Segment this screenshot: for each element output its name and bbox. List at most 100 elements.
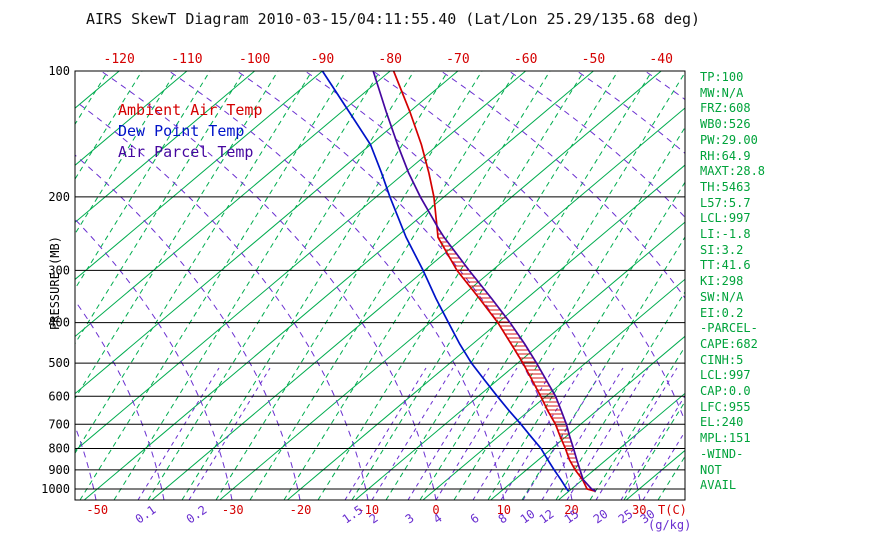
bottom-temp-tick-label: 10: [497, 503, 511, 517]
plot-border: [74, 70, 686, 501]
stat-line: TP:100: [700, 70, 744, 84]
stat-line: MAXT:28.8: [700, 164, 766, 179]
isotherm-line: [75, 71, 526, 452]
stat-line: FRZ:608: [700, 101, 751, 116]
stat-line: -WIND-: [700, 446, 744, 461]
mixing-ratio-unit-label: (g/kg): [648, 518, 691, 532]
mixing-ratio-line: [595, 367, 678, 500]
isotherm-line: [558, 392, 685, 500]
moist-adiabat-line: [555, 291, 685, 500]
pressure-tick-label: 300: [48, 263, 70, 277]
isotherm-line: [75, 71, 255, 224]
mixing-ratio-tick-label: 12: [537, 507, 557, 527]
mixing-ratio-line: [541, 367, 624, 500]
pressure-tick-label: 600: [48, 389, 70, 403]
stat-line: PW:29.00: [700, 132, 758, 147]
isotherm-line: [83, 71, 594, 500]
stat-line: TT:41.6: [700, 258, 751, 273]
bottom-temp-tick-label: -30: [222, 503, 244, 517]
mixing-ratio-line: [500, 367, 583, 500]
mixing-ratio-tick-label: 4: [431, 511, 445, 527]
stat-line: WB0:526: [700, 117, 751, 132]
stat-line: NOT: [700, 462, 722, 477]
stat-line: MW:N/A: [700, 85, 744, 100]
stat-line: SW:N/A: [700, 289, 744, 304]
stat-line: CAPE:682: [700, 336, 758, 351]
stat-line: TH:5463: [700, 179, 751, 194]
stat-line: EL:240: [700, 415, 744, 430]
dry-adiabat-line: [372, 71, 685, 423]
cape-hatch-area: [437, 229, 584, 480]
moist-adiabat-line: [623, 400, 685, 500]
mixing-ratio-line: [344, 367, 427, 500]
pressure-tick-label: 1000: [41, 482, 70, 496]
mixing-ratio-line: [407, 367, 490, 500]
isotherm-line: [422, 278, 685, 500]
moist-adiabat-line: [75, 71, 313, 455]
moist-adiabat-line: [0, 71, 74, 500]
top-temp-tick-label: -80: [378, 52, 401, 67]
moist-adiabat-line: [419, 71, 685, 500]
mixing-ratio-line: [522, 367, 605, 500]
top-temp-tick-label: -90: [311, 52, 334, 67]
dry-adiabat-line: [440, 71, 685, 299]
moist-adiabat-line: [215, 71, 483, 500]
mixing-ratio-tick-label: 0.2: [184, 503, 210, 527]
air-parcel-temp-curve: [372, 70, 597, 493]
top-temp-tick-label: -70: [446, 52, 469, 67]
isotherm-line: [75, 71, 188, 166]
stat-line: MPL:151: [700, 431, 751, 446]
isotherm-line: [0, 71, 51, 500]
mixing-ratio-line: [188, 367, 271, 500]
top-temp-tick-label: -120: [104, 52, 135, 67]
bottom-temp-tick-label: 30: [632, 503, 646, 517]
legend-dew-point-temp: Dew Point Temp: [118, 122, 245, 140]
isotherm-line: [490, 335, 685, 500]
legend-ambient-air-temp: Ambient Air Temp: [118, 101, 263, 119]
pressure-tick-label: 700: [48, 417, 70, 431]
isotherm-line: [354, 221, 685, 500]
stat-line: SI:3.2: [700, 242, 744, 257]
pressure-tick-label: 800: [48, 441, 70, 455]
moist-adiabat-line: [75, 71, 279, 400]
stat-line: LCL:997: [700, 211, 751, 226]
pressure-tick-label: 900: [48, 463, 70, 477]
moist-adiabat-line: [351, 71, 619, 500]
mixing-ratio-line: [435, 367, 518, 500]
moist-adiabat-line: [283, 71, 551, 500]
legend: Ambient Air Temp Dew Point Temp Air Parc…: [118, 100, 263, 163]
bottom-temp-tick-label: -20: [290, 503, 312, 517]
pressure-tick-label: 100: [48, 64, 70, 78]
grid-lines: [0, 71, 685, 500]
isotherm-line: [75, 71, 323, 281]
temp-unit-label: T(C): [658, 503, 687, 517]
legend-air-parcel-temp: Air Parcel Temp: [118, 143, 254, 161]
stat-line: AVAIL: [700, 478, 737, 493]
stats-panel: TP:100 MW:N/A FRZ:608 WB0:526 PW:29.00 RH:64.…: [700, 70, 868, 494]
moist-adiabat-line: [317, 71, 585, 500]
dry-adiabat-line: [576, 71, 685, 155]
moist-adiabat-line: [589, 345, 685, 500]
bottom-temp-tick-label: -10: [357, 503, 379, 517]
dew-point-temp-curve: [321, 70, 570, 492]
bottom-temp-tick-label: -50: [86, 503, 108, 517]
ambient-air-temp-curve: [392, 70, 597, 493]
mixing-ratio-tick-label: 15: [562, 507, 582, 527]
stat-line: LCL:997: [700, 368, 751, 383]
mixing-ratio-tick-label: 30: [638, 507, 658, 527]
isotherm-line: [75, 71, 391, 338]
stat-line: L57:5.7: [700, 195, 751, 210]
moist-adiabat-line: [75, 71, 245, 345]
stat-line: RH:64.9: [700, 148, 751, 163]
stat-line: -PARCEL-: [700, 321, 758, 336]
top-temp-tick-label: -60: [514, 52, 537, 67]
moist-adiabat-line: [79, 71, 347, 500]
top-temp-tick-label: -40: [649, 52, 672, 67]
moist-adiabat-line: [113, 71, 381, 500]
mixing-ratio-tick-label: 25: [616, 507, 636, 527]
dry-adiabat-line: [508, 71, 685, 219]
mixing-ratio-tick-label: 10: [518, 507, 538, 527]
moist-adiabat-line: [249, 71, 517, 500]
